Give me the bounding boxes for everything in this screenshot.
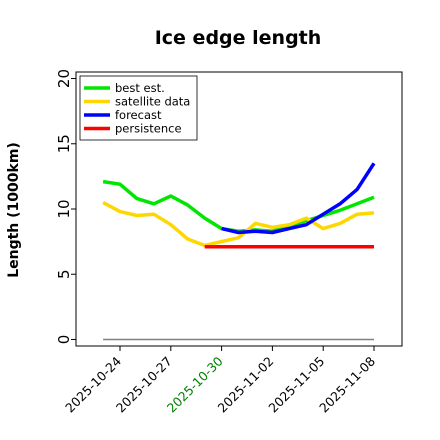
- legend-items: best est.satellite dataforecastpersisten…: [84, 81, 190, 136]
- legend-label: persistence: [115, 122, 182, 136]
- x-axis-ticks: 2025-10-242025-10-272025-10-302025-11-02…: [62, 346, 378, 415]
- legend: best est.satellite dataforecastpersisten…: [79, 75, 198, 141]
- legend-label: best est.: [115, 81, 165, 95]
- y-axis-ticks: 0 5 10 15 20: [55, 69, 76, 344]
- y-tick-label: 5: [55, 269, 73, 279]
- series-lines: [102, 162, 376, 249]
- y-axis-label: Length (1000km): [6, 142, 22, 278]
- chart-title: Ice edge length: [155, 27, 322, 49]
- series-line-forecast: [221, 162, 376, 235]
- legend-label: satellite data: [115, 95, 190, 109]
- y-tick-label: 0: [55, 335, 73, 345]
- legend-label: forecast: [115, 108, 162, 122]
- y-tick-label: 15: [55, 134, 73, 153]
- y-tick-label: 20: [55, 69, 73, 88]
- y-tick-label: 10: [55, 199, 73, 218]
- series-line-satellite-data: [102, 200, 375, 248]
